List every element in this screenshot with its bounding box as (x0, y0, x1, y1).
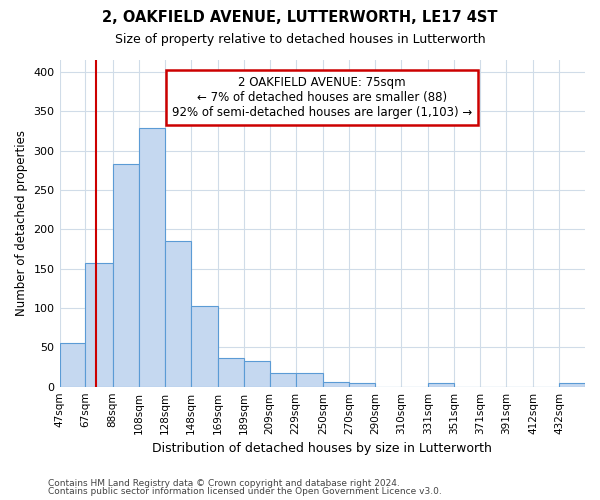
Text: 2 OAKFIELD AVENUE: 75sqm
← 7% of detached houses are smaller (88)
92% of semi-de: 2 OAKFIELD AVENUE: 75sqm ← 7% of detache… (172, 76, 472, 120)
Bar (164, 241, 191, 386)
Bar (296, 374, 323, 386)
Bar (270, 372, 296, 386)
Bar (191, 306, 218, 386)
Bar (349, 382, 375, 386)
Bar (428, 382, 454, 386)
Bar (59, 344, 85, 386)
Text: Contains public sector information licensed under the Open Government Licence v3: Contains public sector information licen… (48, 487, 442, 496)
Bar (85, 263, 113, 386)
Text: Contains HM Land Registry data © Crown copyright and database right 2024.: Contains HM Land Registry data © Crown c… (48, 478, 400, 488)
X-axis label: Distribution of detached houses by size in Lutterworth: Distribution of detached houses by size … (152, 442, 492, 455)
Bar (113, 164, 139, 386)
Bar (244, 360, 270, 386)
Bar (323, 382, 349, 386)
Y-axis label: Number of detached properties: Number of detached properties (15, 130, 28, 316)
Bar (218, 358, 244, 386)
Text: Size of property relative to detached houses in Lutterworth: Size of property relative to detached ho… (115, 32, 485, 46)
Text: 2, OAKFIELD AVENUE, LUTTERWORTH, LE17 4ST: 2, OAKFIELD AVENUE, LUTTERWORTH, LE17 4S… (102, 10, 498, 25)
Bar (139, 128, 164, 386)
Bar (559, 382, 585, 386)
